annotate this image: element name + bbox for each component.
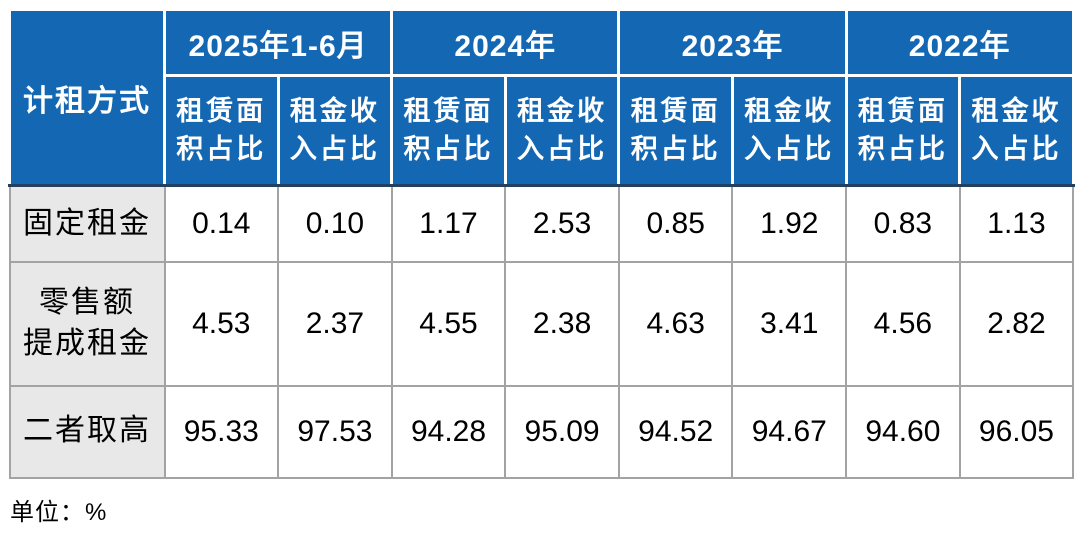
cell-value: 94.28 [390,384,507,479]
rent-method-table: 计租方式 2025年1-6月 2024年 2023年 2022年 租赁面 积占比… [8,8,1075,479]
cell-value: 4.53 [163,260,280,387]
subheader-rental-income-2025h1: 租金收 入占比 [276,74,394,187]
cell-value: 2.38 [504,260,620,387]
subheader-rental-income-2024: 租金收 入占比 [503,74,621,187]
cell-value: 94.52 [617,384,734,479]
cell-value: 94.60 [845,384,961,479]
subheader-rental-income-2023: 租金收 入占比 [730,74,848,187]
cell-value: 4.56 [845,260,961,387]
cell-value: 4.55 [390,260,507,387]
cell-value: 3.41 [731,260,848,387]
cell-value: 97.53 [277,384,393,479]
year-header-2024: 2024年 [390,8,621,77]
cell-value: 0.10 [277,184,393,263]
row-label-fixed-rent: 固定租金 [8,184,166,263]
year-header-2023: 2023年 [617,8,848,77]
year-header-2022: 2022年 [844,8,1075,77]
row-label-higher-of-two: 二者取高 [8,384,166,479]
subheader-leased-area-2025h1: 租赁面 积占比 [163,74,280,187]
subheader-rental-income-2022: 租金收 入占比 [958,74,1075,187]
cell-value: 0.83 [845,184,961,263]
header-sub-row: 租赁面 积占比 租金收 入占比 租赁面 积占比 租金收 入占比 租赁面 积占比 … [10,74,1075,187]
cell-value: 0.14 [163,184,280,263]
table-row-higher-of-two: 二者取高 95.33 97.53 94.28 95.09 94.52 94.67… [8,384,1075,479]
year-header-2025h1: 2025年1-6月 [162,8,394,77]
subheader-leased-area-2024: 租赁面 积占比 [390,74,507,187]
row-label-percentage-rent: 零售额 提成租金 [8,260,166,387]
corner-header-cell: 计租方式 [8,8,166,187]
cell-value: 95.33 [163,384,280,479]
cell-value: 2.53 [504,184,620,263]
table-row-fixed-rent: 固定租金 0.14 0.10 1.17 2.53 0.85 1.92 0.83 … [8,184,1075,263]
cell-value: 0.85 [617,184,734,263]
cell-value: 94.67 [731,384,848,479]
subheader-leased-area-2023: 租赁面 积占比 [617,74,734,187]
cell-value: 1.92 [731,184,848,263]
cell-value: 1.17 [390,184,507,263]
cell-value: 1.13 [958,184,1075,263]
subheader-leased-area-2022: 租赁面 积占比 [844,74,962,187]
table-row-percentage-rent: 零售额 提成租金 4.53 2.37 4.55 2.38 4.63 3.41 4… [8,260,1075,387]
cell-value: 95.09 [504,384,620,479]
cell-value: 96.05 [958,384,1075,479]
unit-footnote: 单位：% [10,499,108,526]
header-year-row: 计租方式 2025年1-6月 2024年 2023年 2022年 [8,8,1075,187]
cell-value: 4.63 [617,260,734,387]
cell-value: 2.37 [277,260,393,387]
cell-value: 2.82 [958,260,1075,387]
